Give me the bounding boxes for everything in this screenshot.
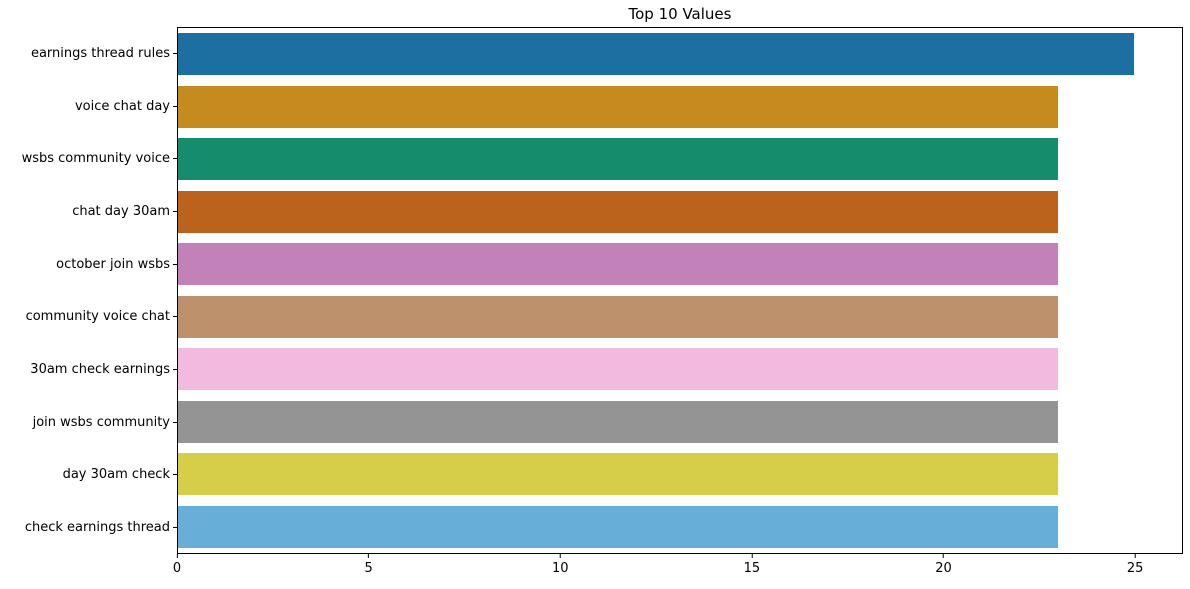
x-tick-label: 20 — [935, 561, 952, 576]
bar-1 — [178, 33, 1135, 76]
bar-9 — [178, 453, 1058, 496]
bar-row — [178, 448, 1182, 501]
bar-row — [178, 343, 1182, 396]
y-tick-label: community voice chat — [25, 309, 170, 325]
bar-row — [178, 133, 1182, 186]
y-tick-row: october join wsbs — [0, 238, 177, 291]
bar-2 — [178, 85, 1058, 128]
x-tick-label: 0 — [172, 561, 182, 576]
y-tick-mark — [173, 105, 177, 107]
bar-10 — [178, 505, 1058, 548]
y-tick-label: october join wsbs — [56, 256, 170, 272]
bar-row — [178, 291, 1182, 344]
y-tick-label: join wsbs community — [32, 414, 170, 430]
x-tick-label: 25 — [1126, 561, 1144, 576]
y-tick-row: voice chat day — [0, 80, 177, 133]
bar-7 — [178, 348, 1058, 391]
y-tick-mark — [173, 474, 177, 476]
x-tick: 0 — [173, 554, 181, 576]
x-tick-mark — [751, 554, 753, 558]
bar-row — [178, 238, 1182, 291]
y-tick-row: wsbs community voice — [0, 132, 177, 185]
x-tick-label: 10 — [551, 561, 569, 576]
y-tick-label: chat day 30am — [72, 203, 170, 219]
y-axis: earnings thread rules voice chat day wsbs … — [0, 27, 177, 554]
y-tick-row: community voice chat — [0, 290, 177, 343]
y-tick-mark — [173, 52, 177, 54]
y-tick-row: 30am check earnings — [0, 343, 177, 396]
y-tick-row: chat day 30am — [0, 185, 177, 238]
y-tick-label: 30am check earnings — [30, 361, 170, 377]
x-tick-mark — [176, 554, 178, 558]
bar-row — [178, 28, 1182, 81]
bar-row — [178, 396, 1182, 449]
y-tick-label: wsbs community voice — [21, 151, 170, 167]
y-tick-mark — [173, 316, 177, 318]
y-tick-mark — [173, 527, 177, 529]
x-axis: 0 5 10 15 20 25 — [173, 554, 1183, 584]
x-tick-mark — [942, 554, 944, 558]
bar-row — [178, 186, 1182, 239]
y-tick-mark — [173, 368, 177, 370]
y-tick-row: join wsbs community — [0, 396, 177, 449]
x-tick-label: 15 — [743, 561, 761, 576]
x-tick-label: 5 — [364, 561, 373, 576]
y-tick-label: earnings thread rules — [30, 45, 170, 61]
x-tick: 15 — [743, 554, 761, 576]
y-tick-label: day 30am check — [62, 467, 170, 483]
bar-5 — [178, 243, 1058, 286]
x-tick: 10 — [552, 554, 569, 576]
x-tick-mark — [368, 554, 370, 558]
y-tick-label: check earnings thread — [24, 520, 170, 536]
y-tick-row: check earnings thread — [0, 501, 177, 554]
x-tick: 25 — [1126, 554, 1144, 576]
y-tick-mark — [173, 210, 177, 212]
y-tick-row: earnings thread rules — [0, 27, 177, 80]
y-tick-row: day 30am check — [0, 449, 177, 502]
bar-row — [178, 501, 1182, 554]
x-tick-mark — [1134, 554, 1136, 558]
bar-6 — [178, 295, 1058, 338]
bar-8 — [178, 400, 1058, 443]
y-tick-mark — [173, 263, 177, 265]
bar-row — [178, 81, 1182, 134]
y-tick-mark — [173, 421, 177, 423]
x-tick: 5 — [364, 554, 373, 576]
bar-4 — [178, 190, 1058, 233]
y-tick-label: voice chat day — [74, 98, 170, 114]
bar-3 — [178, 138, 1058, 181]
chart-title: Top 10 Values — [628, 5, 732, 23]
x-tick-mark — [559, 554, 561, 558]
x-tick: 20 — [935, 554, 952, 576]
plot-area — [177, 27, 1183, 554]
y-tick-mark — [173, 158, 177, 160]
